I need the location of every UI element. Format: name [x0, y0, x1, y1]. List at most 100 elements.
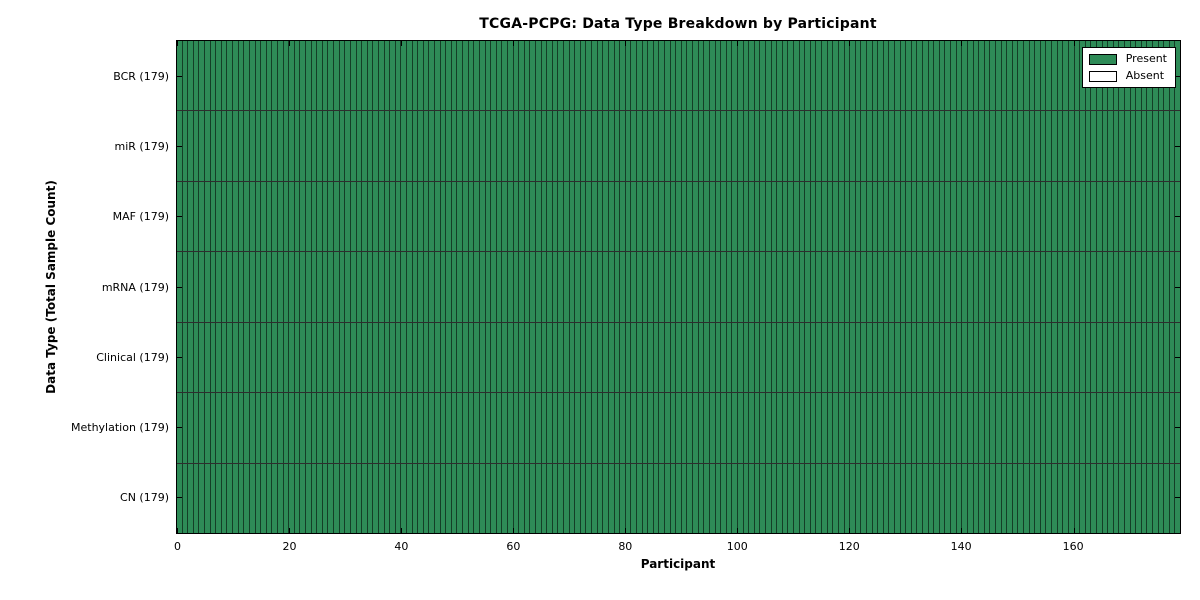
- heatmap-cell: [928, 111, 935, 181]
- heatmap-cell: [782, 463, 789, 533]
- heatmap-cell: [1063, 41, 1069, 111]
- heatmap-cell: [866, 41, 873, 111]
- heatmap-cell: [440, 252, 447, 322]
- heatmap-cell: [564, 111, 570, 181]
- heatmap-cell: [317, 252, 323, 322]
- heatmap-cell: [805, 111, 811, 181]
- heatmap-cell: [760, 322, 766, 393]
- heatmap-cell: [603, 41, 609, 111]
- heatmap-cell: [895, 111, 901, 181]
- heatmap-cell: [799, 252, 806, 322]
- heatmap-cell: [569, 181, 576, 252]
- heatmap-cell: [659, 111, 666, 181]
- heatmap-cell: [1068, 41, 1075, 111]
- heatmap-cell: [541, 393, 548, 463]
- heatmap-cell: [625, 393, 632, 463]
- heatmap-cell: [670, 463, 677, 533]
- heatmap-cell: [951, 111, 957, 181]
- heatmap-cell: [1068, 393, 1075, 463]
- heatmap-cell: [446, 252, 452, 322]
- heatmap-cell: [967, 393, 974, 463]
- heatmap-cell: [687, 463, 694, 533]
- heatmap-cell: [1102, 463, 1109, 533]
- heatmap-cell: [709, 111, 716, 181]
- heatmap-cell: [345, 41, 351, 111]
- heatmap-cell: [199, 252, 206, 322]
- heatmap-cell: [620, 393, 626, 463]
- heatmap-cell: [923, 322, 929, 393]
- heatmap-cell: [883, 41, 890, 111]
- heatmap-cell: [519, 463, 525, 533]
- heatmap-cell: [1153, 322, 1159, 393]
- heatmap-cell: [395, 252, 402, 322]
- heatmap-cell: [210, 463, 217, 533]
- heatmap-cell: [872, 252, 879, 322]
- heatmap-cell: [732, 111, 738, 181]
- heatmap-cell: [345, 111, 351, 181]
- heatmap-cell: [233, 111, 239, 181]
- heatmap-cell: [765, 252, 772, 322]
- heatmap-cell: [631, 322, 637, 393]
- heatmap-cell: [530, 322, 536, 393]
- heatmap-cell: [541, 252, 548, 322]
- heatmap-cell: [648, 181, 654, 252]
- heatmap-cell: [1040, 181, 1047, 252]
- heatmap-cell: [401, 393, 407, 463]
- heatmap-cell: [322, 181, 329, 252]
- heatmap-cell: [322, 322, 329, 393]
- heatmap-cell: [709, 393, 716, 463]
- heatmap-cell: [440, 41, 447, 111]
- heatmap-cell: [592, 41, 598, 111]
- heatmap-cell: [390, 463, 396, 533]
- heatmap-cell: [474, 181, 480, 252]
- heatmap-cell: [906, 252, 912, 322]
- x-tick-label: 140: [950, 540, 972, 553]
- heatmap-cell: [1091, 111, 1097, 181]
- heatmap-cell: [491, 393, 497, 463]
- heatmap-cell: [586, 463, 593, 533]
- heatmap-cell: [513, 181, 520, 252]
- heatmap-cell: [1063, 463, 1069, 533]
- heatmap-cell: [238, 393, 245, 463]
- heatmap-cell: [367, 463, 374, 533]
- heatmap-cell: [984, 463, 991, 533]
- heatmap-cell: [479, 393, 486, 463]
- heatmap-cell: [827, 322, 834, 393]
- heatmap-cell: [698, 252, 705, 322]
- heatmap-cell: [900, 111, 907, 181]
- heatmap-cell: [266, 463, 273, 533]
- heatmap-cell: [850, 111, 856, 181]
- heatmap-cell: [872, 41, 879, 111]
- heatmap-cell: [732, 252, 738, 322]
- heatmap-cell: [866, 111, 873, 181]
- heatmap-cell: [698, 111, 705, 181]
- heatmap-cell: [373, 181, 379, 252]
- heatmap-cell: [782, 41, 789, 111]
- heatmap-cell: [653, 181, 660, 252]
- heatmap-cell: [1158, 393, 1165, 463]
- heatmap-cell: [261, 322, 267, 393]
- heatmap-cell: [805, 252, 811, 322]
- heatmap-cell: [917, 252, 924, 322]
- heatmap-cell: [990, 252, 996, 322]
- heatmap-cell: [1108, 181, 1114, 252]
- heatmap-cell: [378, 111, 385, 181]
- heatmap-cell: [451, 252, 458, 322]
- heatmap-cell: [878, 41, 884, 111]
- heatmap-cell: [934, 322, 940, 393]
- heatmap-cell: [249, 393, 256, 463]
- heatmap-cell: [631, 41, 637, 111]
- heatmap-cell: [1007, 111, 1013, 181]
- heatmap-cell: [895, 252, 901, 322]
- heatmap-cell: [586, 181, 593, 252]
- heatmap-cell: [1018, 41, 1025, 111]
- heatmap-cell: [496, 393, 503, 463]
- heatmap-cell: [457, 393, 464, 463]
- heatmap-cell: [294, 393, 301, 463]
- heatmap-cell: [1141, 322, 1148, 393]
- heatmap-cell: [193, 181, 200, 252]
- heatmap-cell: [193, 393, 200, 463]
- heatmap-cell: [749, 41, 755, 111]
- heatmap-cell: [1068, 322, 1075, 393]
- heatmap-cell: [990, 463, 996, 533]
